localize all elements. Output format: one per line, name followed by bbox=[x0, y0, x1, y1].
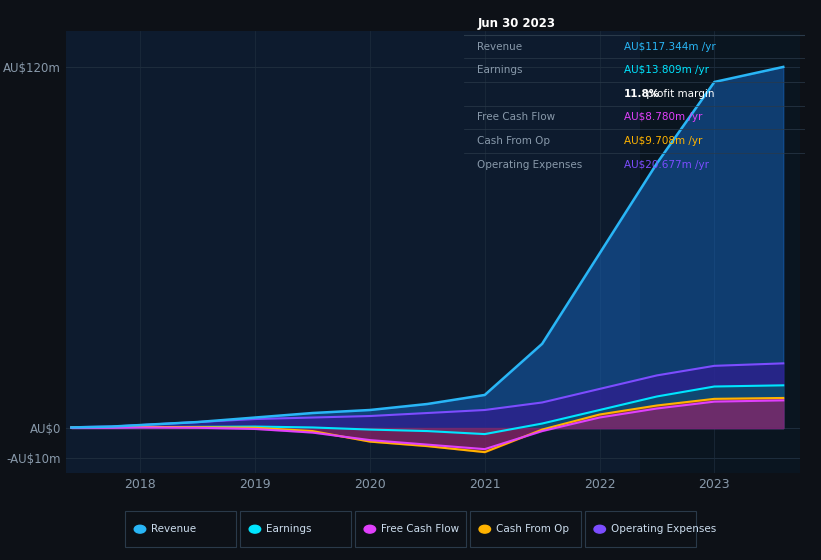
Text: Revenue: Revenue bbox=[151, 524, 196, 534]
Text: Cash From Op: Cash From Op bbox=[478, 136, 551, 146]
Text: AU$117.344m /yr: AU$117.344m /yr bbox=[624, 41, 716, 52]
Text: Revenue: Revenue bbox=[478, 41, 523, 52]
Text: 11.8%: 11.8% bbox=[624, 89, 660, 99]
Bar bbox=[640, 31, 800, 473]
Text: Jun 30 2023: Jun 30 2023 bbox=[478, 16, 556, 30]
Text: AU$8.780m /yr: AU$8.780m /yr bbox=[624, 113, 703, 123]
Text: AU$13.809m /yr: AU$13.809m /yr bbox=[624, 65, 709, 75]
Text: Earnings: Earnings bbox=[266, 524, 312, 534]
Text: profit margin: profit margin bbox=[643, 89, 714, 99]
Text: Operating Expenses: Operating Expenses bbox=[612, 524, 717, 534]
Text: AU$20.677m /yr: AU$20.677m /yr bbox=[624, 160, 709, 170]
Text: Free Cash Flow: Free Cash Flow bbox=[478, 113, 556, 123]
Text: Cash From Op: Cash From Op bbox=[496, 524, 569, 534]
Text: Earnings: Earnings bbox=[478, 65, 523, 75]
Text: AU$9.708m /yr: AU$9.708m /yr bbox=[624, 136, 703, 146]
Text: Operating Expenses: Operating Expenses bbox=[478, 160, 583, 170]
Text: Free Cash Flow: Free Cash Flow bbox=[382, 524, 460, 534]
